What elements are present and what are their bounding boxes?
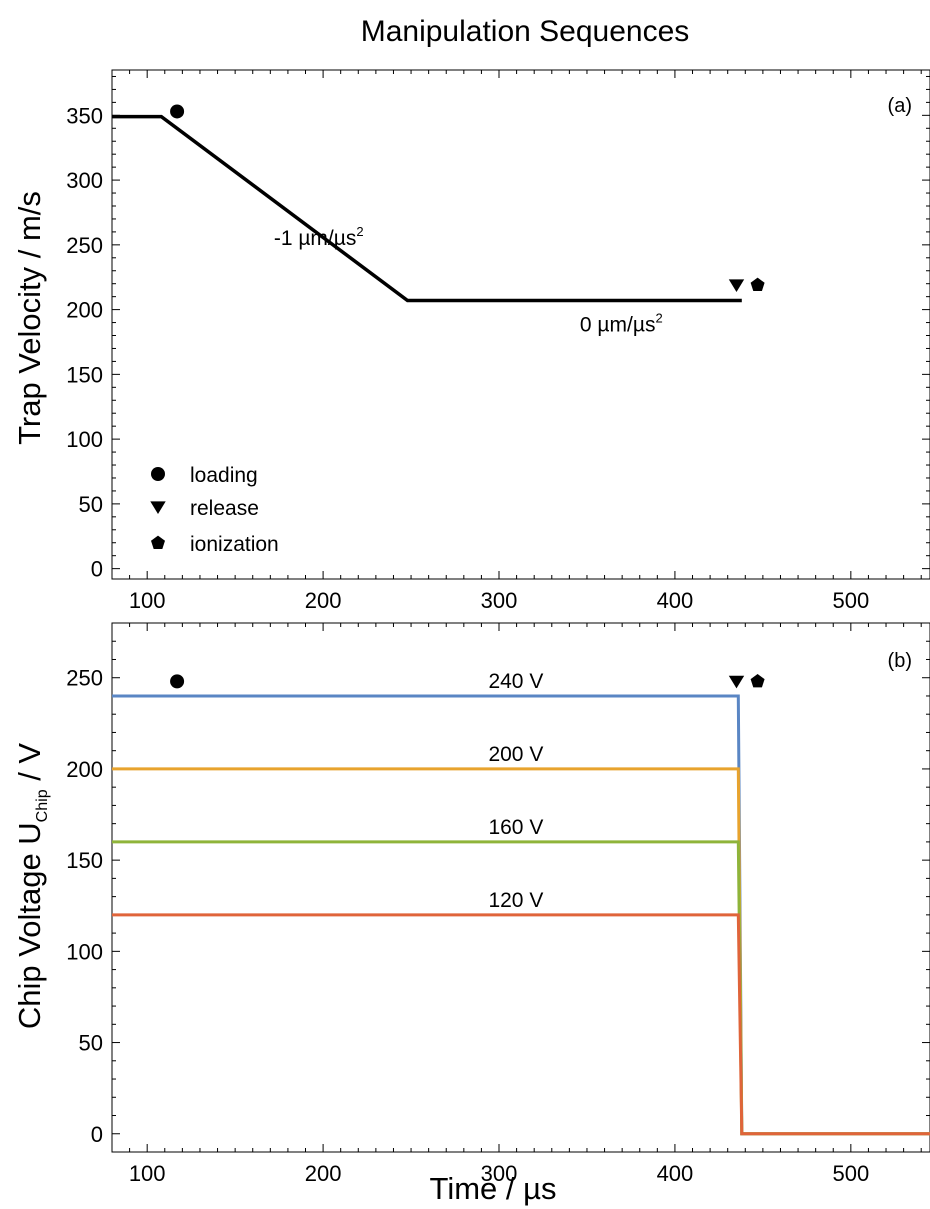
release-marker <box>728 675 745 689</box>
panel-b-y-axis-title-sub: Chip <box>34 789 51 822</box>
y-tick-label: 50 <box>79 492 103 517</box>
x-tick-label: 300 <box>481 1161 518 1186</box>
panel-b-frame <box>111 622 930 1153</box>
series-label: 200 V <box>488 743 543 766</box>
y-tick-label: 0 <box>91 1122 103 1147</box>
y-tick-label: 350 <box>66 103 103 128</box>
panel-a-label: (a) <box>888 95 912 117</box>
panel-a-annotations: -1 µm/µs2 0 µm/µs2 <box>274 224 663 337</box>
legend-release-label: release <box>190 497 259 520</box>
y-tick-label: 250 <box>66 666 103 691</box>
panel-b-voltage: 100 200 300 400 500 0 50 100 150 200 250 240 V 200 … <box>12 622 930 1206</box>
acceleration-annotation: -1 µm/µs2 <box>274 224 364 250</box>
y-tick-label: 100 <box>66 939 103 964</box>
series-label: 120 V <box>488 889 543 912</box>
acceleration-annotation: 0 µm/µs2 <box>580 311 663 337</box>
series-label: 240 V <box>488 670 543 693</box>
panel-b-ticks: 100 200 300 400 500 0 50 100 150 200 250 <box>66 622 930 1186</box>
y-tick-label: 50 <box>79 1031 103 1056</box>
x-tick-label: 400 <box>657 588 694 613</box>
series-line-4 <box>112 913 930 1136</box>
y-tick-label: 300 <box>66 168 103 193</box>
legend-release-marker <box>150 501 166 514</box>
panel-b-series-labels: 240 V 200 V 160 V 120 V <box>488 670 543 912</box>
panel-b-label: (b) <box>888 650 912 672</box>
legend-loading-marker <box>151 467 165 481</box>
series-label: 160 V <box>488 816 543 839</box>
series-line-1 <box>112 114 742 303</box>
figure-title: Manipulation Sequences <box>361 15 690 48</box>
y-tick-label: 200 <box>66 757 103 782</box>
release-marker <box>728 279 745 292</box>
panel-b-y-axis-title: Chip Voltage UChip / V <box>12 743 51 1030</box>
x-tick-label: 300 <box>481 588 518 613</box>
panel-a-y-axis-title: Trap Velocity / m/s <box>12 191 47 445</box>
legend-ionization-marker <box>151 535 165 549</box>
y-tick-label: 0 <box>91 557 103 582</box>
panel-b-series <box>112 694 930 1136</box>
x-tick-label: 500 <box>832 1161 869 1186</box>
y-tick-label: 150 <box>66 848 103 873</box>
panel-a-series <box>112 114 742 303</box>
y-tick-label: 200 <box>66 298 103 323</box>
x-tick-label: 200 <box>305 588 342 613</box>
series-line-3 <box>112 840 930 1136</box>
y-tick-label: 250 <box>66 233 103 258</box>
x-tick-label: 400 <box>657 1161 694 1186</box>
y-tick-label: 150 <box>66 362 103 387</box>
x-tick-label: 100 <box>129 588 166 613</box>
x-tick-label: 200 <box>305 1161 342 1186</box>
legend-loading-label: loading <box>190 464 258 487</box>
panel-a-legend: loading release ionization <box>150 464 279 556</box>
loading-marker <box>170 104 185 119</box>
legend-ionization-label: ionization <box>190 533 279 556</box>
x-axis-title: Time / µs <box>430 1171 557 1206</box>
panel-b-markers <box>170 674 765 689</box>
panel-a-ticks: 100 200 300 400 500 0 50 100 150 200 250 300 350 <box>66 70 930 613</box>
loading-marker <box>170 674 185 689</box>
panel-a-frame <box>111 69 930 580</box>
panel-a-markers <box>170 104 765 292</box>
panel-b-y-axis-title-tail: / V <box>12 743 47 790</box>
x-tick-label: 500 <box>832 588 869 613</box>
ionization-marker <box>750 277 765 291</box>
y-tick-label: 100 <box>66 427 103 452</box>
x-tick-label: 100 <box>129 1161 166 1186</box>
ionization-marker <box>750 674 765 688</box>
panel-b-y-axis-title-main: Chip Voltage U <box>12 822 47 1029</box>
panel-a-velocity: 100 200 300 400 500 0 50 100 150 200 250 300 350 -1 … <box>12 69 930 613</box>
